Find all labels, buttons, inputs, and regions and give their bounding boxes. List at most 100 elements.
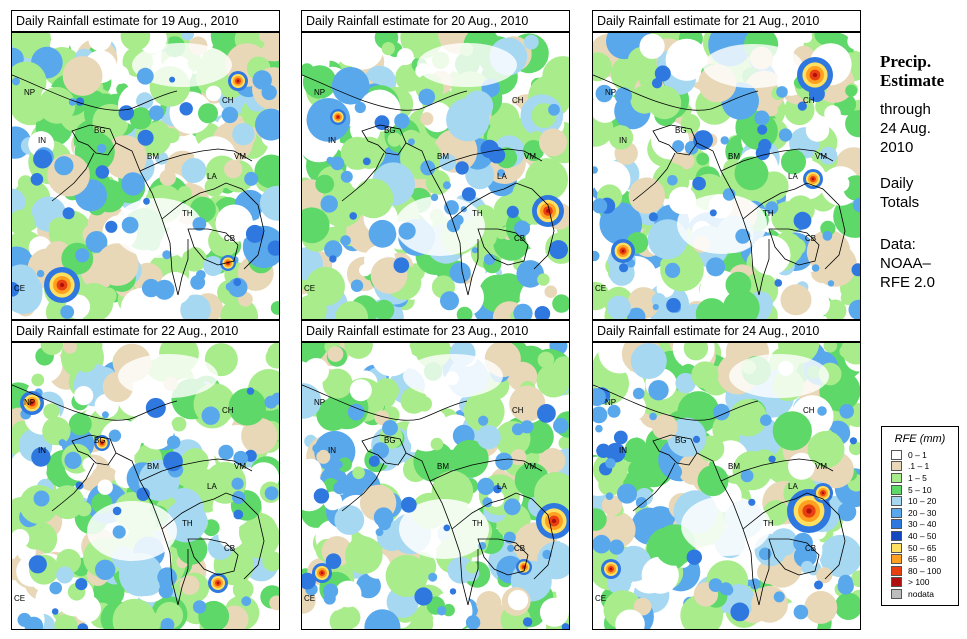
country-label-vm: VM xyxy=(234,152,246,161)
legend-item: 80 – 100 xyxy=(882,565,958,577)
country-label-ce: CE xyxy=(595,284,606,293)
country-label-ce: CE xyxy=(304,284,315,293)
legend-label: 5 – 10 xyxy=(908,484,932,495)
country-label-ch: CH xyxy=(222,96,234,105)
legend-item: 0 – 1 xyxy=(882,449,958,461)
country-label-ch: CH xyxy=(803,96,815,105)
rainfall-map: NP CH IN BG BM VM LA TH CB CE xyxy=(592,32,861,320)
sidebar-title: Precip. Estimate xyxy=(880,52,966,90)
country-labels: NP CH IN BG BM VM LA TH CB CE xyxy=(304,88,536,293)
panel-21-aug: Daily Rainfall estimate for 21 Aug., 201… xyxy=(592,10,861,320)
sidebar-source-line2: NOAA– xyxy=(880,255,931,272)
legend-swatch xyxy=(891,449,902,460)
sidebar-title-line1: Precip. xyxy=(880,52,932,71)
legend-label: 10 – 20 xyxy=(908,496,937,507)
sidebar-date-block: through 24 Aug. 2010 xyxy=(880,100,966,157)
legend-item: 65 – 80 xyxy=(882,553,958,565)
panel-23-aug: Daily Rainfall estimate for 23 Aug., 201… xyxy=(301,320,570,630)
country-label-cb: CB xyxy=(514,234,525,243)
legend-label: 30 – 40 xyxy=(908,519,937,530)
legend-item: 50 – 65 xyxy=(882,542,958,554)
legend-label: 50 – 65 xyxy=(908,542,937,553)
country-label-np: NP xyxy=(314,88,325,97)
country-label-np: NP xyxy=(24,398,35,407)
legend-label: 65 – 80 xyxy=(908,554,937,565)
country-borders xyxy=(12,384,265,606)
country-borders xyxy=(593,384,846,606)
country-labels: NP CH IN BG BM VM LA TH CB CE xyxy=(14,398,246,603)
panel-title: Daily Rainfall estimate for 20 Aug., 201… xyxy=(301,10,570,32)
legend-item: 1 – 5 xyxy=(882,472,958,484)
sidebar-source-block: Data: NOAA– RFE 2.0 xyxy=(880,235,966,292)
legend-swatch xyxy=(891,588,902,599)
legend-item: nodata xyxy=(882,588,958,600)
country-label-np: NP xyxy=(605,398,616,407)
country-label-ce: CE xyxy=(304,594,315,603)
country-borders xyxy=(302,74,555,296)
rainfall-field: NP CH IN BG BM VM LA TH CB CE xyxy=(12,343,279,629)
country-label-th: TH xyxy=(472,519,483,528)
legend-swatch xyxy=(891,577,902,588)
legend-swatch xyxy=(891,530,902,541)
country-label-la: LA xyxy=(788,172,798,181)
country-label-in: IN xyxy=(38,446,46,455)
panel-19-aug: Daily Rainfall estimate for 19 Aug., 201… xyxy=(11,10,280,320)
legend-item: 10 – 20 xyxy=(882,495,958,507)
country-label-cb: CB xyxy=(805,234,816,243)
rainfall-field: NP CH IN BG BM VM LA TH CB CE xyxy=(593,343,860,629)
legend-label: 1 – 5 xyxy=(908,472,927,483)
country-labels: NP CH IN BG BM VM LA TH CB CE xyxy=(304,398,536,603)
country-label-bm: BM xyxy=(437,462,449,471)
country-label-vm: VM xyxy=(815,462,827,471)
country-label-th: TH xyxy=(472,209,483,218)
legend-swatch xyxy=(891,565,902,576)
legend-swatch xyxy=(891,507,902,518)
legend-item: .1 – 1 xyxy=(882,461,958,473)
sidebar-date-line1: 24 Aug. xyxy=(880,120,931,137)
legend-item: 40 – 50 xyxy=(882,530,958,542)
country-label-bm: BM xyxy=(437,152,449,161)
country-label-bg: BG xyxy=(384,436,396,445)
country-label-in: IN xyxy=(328,136,336,145)
legend-label: > 100 xyxy=(908,577,930,588)
legend-item: 30 – 40 xyxy=(882,519,958,531)
sidebar-date-line2: 2010 xyxy=(880,139,914,156)
sidebar-period-line2: Totals xyxy=(880,194,920,211)
legend-label: nodata xyxy=(908,588,934,599)
country-label-th: TH xyxy=(763,519,774,528)
legend-label: .1 – 1 xyxy=(908,461,930,472)
country-label-la: LA xyxy=(497,172,507,181)
country-label-la: LA xyxy=(497,482,507,491)
panel-title: Daily Rainfall estimate for 21 Aug., 201… xyxy=(592,10,861,32)
country-label-vm: VM xyxy=(524,462,536,471)
country-label-in: IN xyxy=(38,136,46,145)
sidebar-through: through xyxy=(880,101,931,118)
country-label-bm: BM xyxy=(728,152,740,161)
panel-20-aug: Daily Rainfall estimate for 20 Aug., 201… xyxy=(301,10,570,320)
country-label-bg: BG xyxy=(384,126,396,135)
panel-24-aug: Daily Rainfall estimate for 24 Aug., 201… xyxy=(592,320,861,630)
legend-label: 80 – 100 xyxy=(908,565,942,576)
country-label-bm: BM xyxy=(147,462,159,471)
rainfall-field: NP CH IN BG BM VM LA TH CB CE xyxy=(302,343,569,629)
country-label-th: TH xyxy=(763,209,774,218)
rainfall-field: NP CH IN BG BM VM LA TH CB CE xyxy=(302,33,569,319)
legend-item: > 100 xyxy=(882,577,958,589)
country-label-ce: CE xyxy=(595,594,606,603)
country-label-cb: CB xyxy=(805,544,816,553)
country-label-th: TH xyxy=(182,209,193,218)
country-borders xyxy=(593,74,846,296)
country-label-in: IN xyxy=(328,446,336,455)
country-label-cb: CB xyxy=(224,544,235,553)
country-label-bg: BG xyxy=(94,436,106,445)
legend-item: 5 – 10 xyxy=(882,484,958,496)
country-label-ch: CH xyxy=(222,406,234,415)
country-label-ch: CH xyxy=(512,406,524,415)
country-labels: NP CH IN BG BM VM LA TH CB CE xyxy=(14,88,246,293)
panel-title: Daily Rainfall estimate for 22 Aug., 201… xyxy=(11,320,280,342)
country-label-vm: VM xyxy=(234,462,246,471)
legend-swatch xyxy=(891,461,902,472)
country-label-bm: BM xyxy=(147,152,159,161)
country-label-ce: CE xyxy=(14,284,25,293)
sidebar-source-line3: RFE 2.0 xyxy=(880,274,936,291)
